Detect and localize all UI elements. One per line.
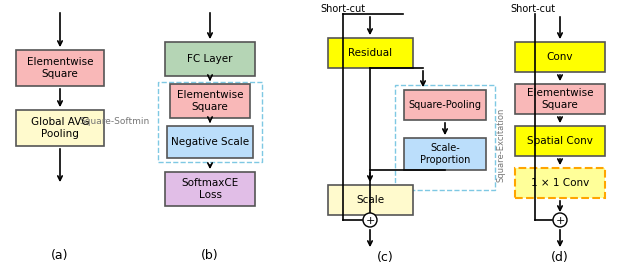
FancyBboxPatch shape bbox=[165, 42, 255, 76]
FancyBboxPatch shape bbox=[167, 126, 253, 158]
Circle shape bbox=[553, 213, 567, 227]
Text: Scale: Scale bbox=[356, 195, 384, 205]
FancyBboxPatch shape bbox=[515, 42, 605, 72]
Text: Negative Scale: Negative Scale bbox=[171, 137, 249, 147]
FancyBboxPatch shape bbox=[16, 110, 104, 146]
Text: (a): (a) bbox=[51, 249, 68, 261]
Text: SoftmaxCE
Loss: SoftmaxCE Loss bbox=[181, 178, 239, 200]
Text: $+$: $+$ bbox=[555, 215, 565, 225]
FancyBboxPatch shape bbox=[328, 38, 413, 68]
Text: $+$: $+$ bbox=[365, 215, 375, 225]
Text: Square-Softmin: Square-Softmin bbox=[80, 118, 150, 126]
FancyBboxPatch shape bbox=[16, 50, 104, 86]
Text: Conv: Conv bbox=[547, 52, 573, 62]
Text: (b): (b) bbox=[201, 249, 219, 261]
FancyBboxPatch shape bbox=[515, 168, 605, 198]
FancyBboxPatch shape bbox=[515, 84, 605, 114]
Text: Square-Pooling: Square-Pooling bbox=[408, 100, 481, 110]
Text: (c): (c) bbox=[376, 252, 394, 264]
Text: Elementwise
Square: Elementwise Square bbox=[177, 90, 243, 112]
FancyBboxPatch shape bbox=[170, 84, 250, 118]
FancyBboxPatch shape bbox=[165, 172, 255, 206]
Text: FC Layer: FC Layer bbox=[188, 54, 233, 64]
Text: Square-Excitation: Square-Excitation bbox=[497, 108, 506, 182]
FancyBboxPatch shape bbox=[328, 185, 413, 215]
Text: Elementwise
Square: Elementwise Square bbox=[527, 88, 593, 110]
Text: Short-cut: Short-cut bbox=[510, 4, 555, 14]
Text: 1 × 1 Conv: 1 × 1 Conv bbox=[531, 178, 589, 188]
FancyBboxPatch shape bbox=[515, 126, 605, 156]
Text: Short-cut: Short-cut bbox=[321, 4, 365, 14]
Text: Global AVG
Pooling: Global AVG Pooling bbox=[31, 117, 89, 139]
FancyBboxPatch shape bbox=[404, 138, 486, 170]
Text: Scale-
Proportion: Scale- Proportion bbox=[420, 143, 470, 165]
Text: Elementwise
Square: Elementwise Square bbox=[27, 57, 93, 79]
Text: (d): (d) bbox=[551, 252, 569, 264]
Text: Residual: Residual bbox=[348, 48, 392, 58]
FancyBboxPatch shape bbox=[404, 90, 486, 120]
Text: Spatial Conv: Spatial Conv bbox=[527, 136, 593, 146]
Circle shape bbox=[363, 213, 377, 227]
